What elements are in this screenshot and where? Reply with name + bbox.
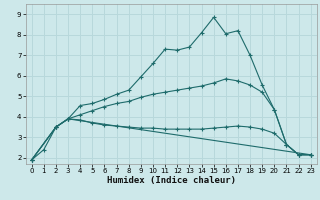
X-axis label: Humidex (Indice chaleur): Humidex (Indice chaleur) [107,176,236,185]
